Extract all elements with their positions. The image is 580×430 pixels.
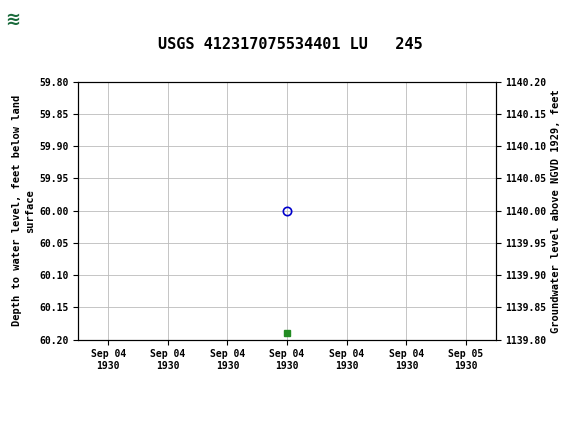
- Text: ≋: ≋: [5, 11, 20, 29]
- Text: USGS: USGS: [78, 11, 129, 29]
- Bar: [3, 3, 70, 37]
- Y-axis label: Depth to water level, feet below land
surface: Depth to water level, feet below land su…: [12, 95, 35, 326]
- Text: USGS 412317075534401 LU   245: USGS 412317075534401 LU 245: [158, 37, 422, 52]
- Y-axis label: Groundwater level above NGVD 1929, feet: Groundwater level above NGVD 1929, feet: [551, 89, 561, 332]
